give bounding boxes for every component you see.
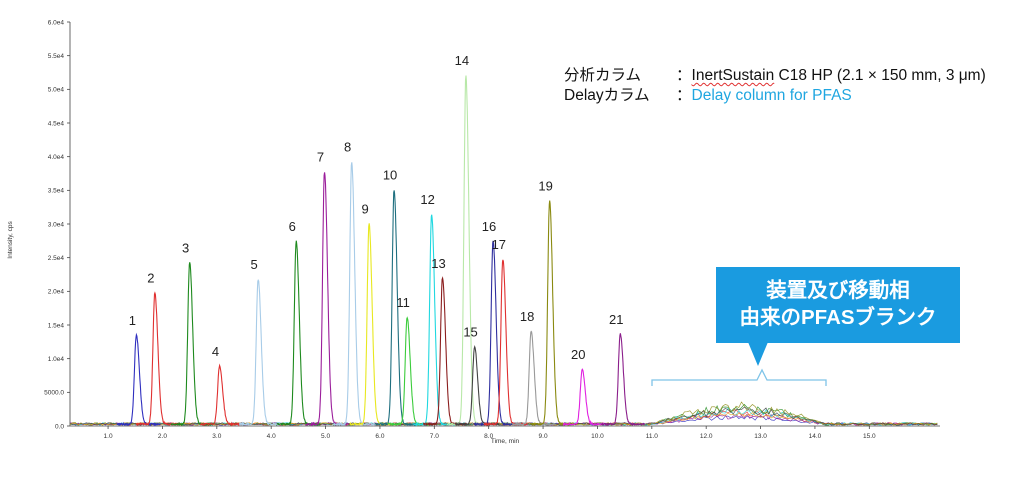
peak-label: 11: [396, 295, 410, 310]
delay-column-value: Delay column for PFAS: [691, 87, 852, 104]
peak-label: 20: [571, 347, 585, 362]
x-tick-label: 3.0: [212, 433, 221, 440]
y-tick-label: 4.0e4: [48, 154, 65, 161]
delay-column-key: Delayカラム: [564, 87, 650, 104]
y-tick-label: 3.5e4: [48, 188, 65, 195]
callout-line-1: 装置及び移動相: [766, 279, 910, 302]
x-axis-title: Time, min: [491, 438, 520, 445]
traces-layer: [69, 75, 938, 428]
blank-region-bracket: [651, 368, 827, 386]
peak-label: 17: [492, 237, 506, 252]
x-tick-label: 10.0: [591, 433, 604, 440]
peak-trace: [412, 214, 457, 427]
y-tick-label: 1.5e4: [48, 322, 65, 329]
peak-trace: [332, 162, 377, 427]
x-tick-label: 14.0: [809, 433, 822, 440]
peak-trace: [562, 368, 608, 427]
column-info: 分析カラム ： InertSustain C18 HP (2.1 × 150 m…: [564, 66, 986, 106]
peak-label: 10: [383, 168, 397, 183]
y-tick-label: 6.0e4: [48, 19, 65, 26]
peak-trace: [601, 333, 646, 427]
peak-trace: [349, 223, 394, 427]
peak-label: 19: [538, 178, 552, 193]
x-tick-label: 11.0: [646, 433, 659, 440]
peak-label: 14: [455, 53, 469, 68]
peak-trace: [511, 330, 556, 428]
peak-trace: [387, 316, 432, 427]
peak-label: 5: [251, 257, 258, 272]
x-tick-label: 5.0: [321, 433, 330, 440]
analytical-column-sep: ：: [676, 67, 692, 84]
peak-label: 21: [609, 312, 623, 327]
peak-trace: [200, 363, 244, 427]
peak-label: 7: [317, 150, 324, 165]
callout-pointer: [748, 342, 768, 366]
x-tick-label: 2.0: [158, 433, 167, 440]
peak-trace: [530, 200, 575, 427]
peak-trace: [135, 291, 180, 427]
peak-trace: [276, 240, 321, 427]
peak-label: 4: [212, 344, 219, 359]
peak-trace: [116, 332, 161, 427]
delay-column-row: Delayカラム ： Delay column for PFAS: [564, 86, 986, 106]
x-tick-label: 1.0: [104, 433, 113, 440]
column-brand: InertSustain: [691, 67, 775, 84]
y-tick-label: 0.0: [55, 423, 64, 430]
peak-label: 6: [289, 219, 296, 234]
peak-trace: [446, 75, 491, 427]
y-tick-label: 5000.0: [44, 390, 64, 397]
peak-trace: [374, 190, 419, 427]
y-tick-label: 2.0e4: [48, 289, 65, 296]
x-tick-label: 7.0: [430, 433, 439, 440]
x-tick-label: 13.0: [754, 433, 767, 440]
x-tick-label: 4.0: [267, 433, 276, 440]
peak-label: 1: [129, 313, 136, 328]
x-tick-label: 8.0: [484, 433, 493, 440]
peak-label: 9: [361, 201, 368, 216]
y-tick-label: 1.0e4: [48, 356, 65, 363]
peak-trace: [473, 240, 519, 427]
peak-label: 15: [463, 325, 477, 340]
y-tick-label: 4.5e4: [48, 120, 65, 127]
y-tick-label: 5.0e4: [48, 87, 65, 94]
peak-label: 16: [482, 219, 496, 234]
callout-line-2: 由来のPFASブランク: [739, 306, 937, 329]
peak-label: 2: [147, 271, 154, 286]
peak-label: 8: [344, 139, 351, 154]
x-tick-label: 6.0: [375, 433, 384, 440]
y-axis-title: Intensity, cps: [7, 221, 14, 259]
column-spec: C18 HP (2.1 × 150 mm, 3 μm): [774, 67, 986, 84]
blank-baseline-trace: [69, 401, 938, 426]
peak-trace: [305, 172, 350, 427]
axes-layer: 0.0 5000.0 1.0e4 1.5e4 2.0e4 2.5e4 3.0e4 3.5e4 4…: [44, 19, 940, 440]
y-tick-label: 3.0e4: [48, 221, 65, 228]
y-tick-label: 5.5e4: [48, 53, 65, 60]
y-tick-label: 2.5e4: [48, 255, 65, 262]
x-tick-label: 15.0: [863, 433, 876, 440]
delay-column-sep: ：: [676, 87, 692, 104]
analytical-column-row: 分析カラム ： InertSustain C18 HP (2.1 × 150 m…: [564, 66, 986, 86]
analytical-column-key: 分析カラム: [564, 67, 642, 84]
x-tick-label: 12.0: [700, 433, 713, 440]
x-tick-label: 9.0: [539, 433, 548, 440]
peak-trace: [238, 278, 284, 427]
peak-label: 18: [520, 309, 534, 324]
blank-callout: 装置及び移動相 由来のPFASブランク: [716, 267, 960, 343]
peak-label: 13: [431, 256, 445, 271]
peak-label: 12: [420, 192, 434, 207]
peak-label: 3: [182, 240, 189, 255]
peak-trace: [170, 262, 214, 427]
